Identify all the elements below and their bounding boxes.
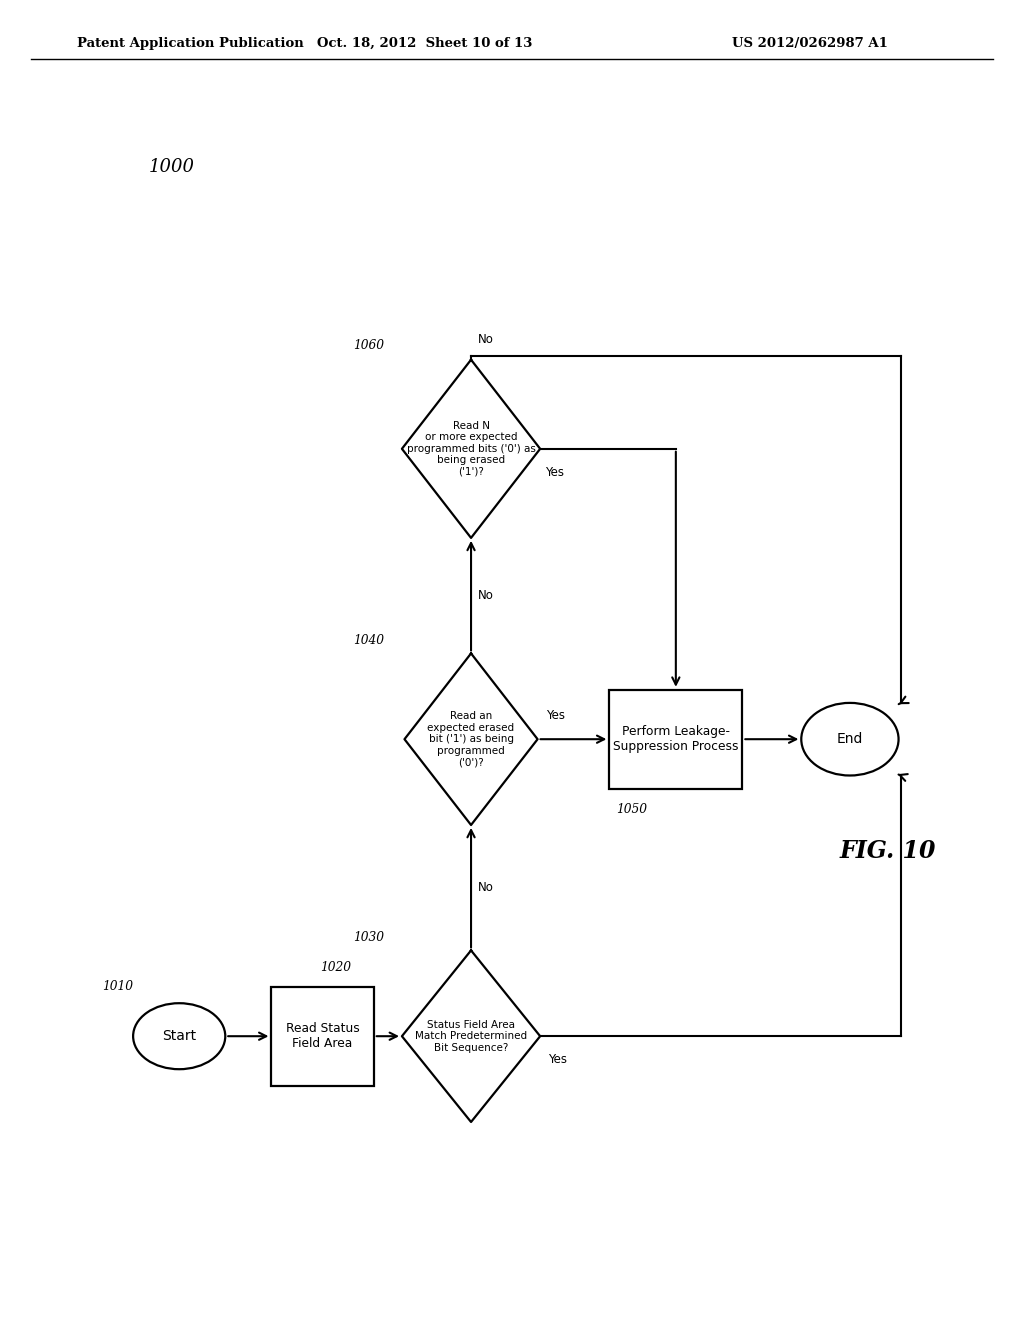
Text: End: End xyxy=(837,733,863,746)
Text: No: No xyxy=(478,882,495,894)
Text: 1010: 1010 xyxy=(102,979,133,993)
Text: Read an
expected erased
bit ('1') as being
programmed
('0')?: Read an expected erased bit ('1') as bei… xyxy=(427,711,515,767)
Text: 1050: 1050 xyxy=(616,803,647,816)
Text: 1000: 1000 xyxy=(148,158,195,177)
Text: Yes: Yes xyxy=(549,1053,567,1067)
Text: Read Status
Field Area: Read Status Field Area xyxy=(286,1022,359,1051)
Bar xyxy=(271,987,374,1085)
Text: US 2012/0262987 A1: US 2012/0262987 A1 xyxy=(732,37,888,50)
Text: 1040: 1040 xyxy=(353,634,384,647)
Text: Patent Application Publication: Patent Application Publication xyxy=(77,37,303,50)
Text: 1060: 1060 xyxy=(353,339,384,352)
Text: Read N
or more expected
programmed bits ('0') as
being erased
('1')?: Read N or more expected programmed bits … xyxy=(407,421,536,477)
Text: No: No xyxy=(478,334,495,346)
Text: FIG. 10: FIG. 10 xyxy=(840,840,936,863)
Text: Yes: Yes xyxy=(546,709,565,722)
Text: 1020: 1020 xyxy=(321,961,351,974)
Text: Start: Start xyxy=(162,1030,197,1043)
Bar xyxy=(609,689,742,788)
Text: Perform Leakage-
Suppression Process: Perform Leakage- Suppression Process xyxy=(613,725,738,754)
Text: Status Field Area
Match Predetermined
Bit Sequence?: Status Field Area Match Predetermined Bi… xyxy=(415,1019,527,1053)
Text: 1030: 1030 xyxy=(353,931,384,944)
Text: Oct. 18, 2012  Sheet 10 of 13: Oct. 18, 2012 Sheet 10 of 13 xyxy=(317,37,532,50)
Text: No: No xyxy=(478,589,495,602)
Text: Yes: Yes xyxy=(546,466,564,479)
